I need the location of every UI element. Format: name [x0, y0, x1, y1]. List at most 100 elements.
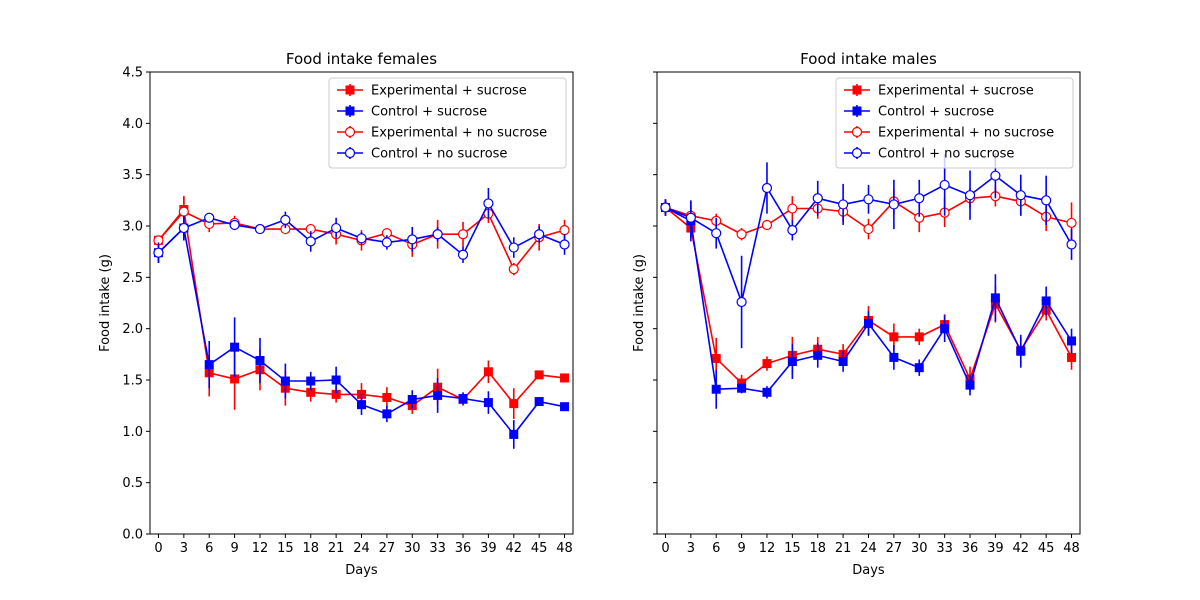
- data-point: [306, 387, 316, 397]
- x-tick-label: 39: [987, 541, 1004, 556]
- legend-marker: [851, 126, 863, 138]
- x-tick-label: 33: [936, 541, 953, 556]
- data-point: [229, 219, 240, 231]
- legend-label: Experimental + no sucrose: [878, 126, 1054, 141]
- series-2: [153, 215, 570, 449]
- y-axis-label: Food intake (g): [632, 254, 647, 352]
- y-tick-label: 3.0: [122, 220, 143, 235]
- y-tick-label: 4.0: [122, 117, 143, 132]
- data-point: [204, 212, 215, 223]
- x-tick-label: 45: [1038, 541, 1055, 556]
- plot-frame: [149, 71, 574, 535]
- data-point: [965, 380, 975, 390]
- data-point: [457, 249, 469, 260]
- data-point: [863, 223, 874, 235]
- x-tick-label: 9: [737, 541, 745, 556]
- series-4: [153, 188, 570, 263]
- y-tick-label: 2.0: [122, 322, 143, 337]
- data-point: [560, 373, 570, 383]
- x-tick-label: 6: [205, 541, 213, 556]
- legend-marker: [345, 85, 355, 95]
- y-tick-label: 4.5: [122, 66, 143, 81]
- legend-marker: [345, 106, 355, 116]
- data-point: [560, 402, 570, 412]
- data-point: [761, 219, 773, 231]
- data-point: [813, 350, 823, 360]
- data-point: [864, 319, 873, 329]
- legend-label: Control + sucrose: [371, 105, 487, 120]
- data-point: [711, 228, 722, 239]
- x-tick-label: 33: [429, 541, 446, 556]
- x-tick-label: 36: [962, 541, 979, 556]
- x-tick-label: 3: [687, 541, 695, 556]
- data-point: [1067, 352, 1077, 362]
- data-point: [509, 399, 519, 409]
- x-tick-label: 27: [379, 541, 396, 556]
- data-point: [559, 239, 570, 250]
- legend-marker: [344, 147, 356, 159]
- data-point: [711, 384, 721, 394]
- data-point: [483, 198, 494, 209]
- data-point: [178, 206, 189, 217]
- data-point: [230, 342, 240, 352]
- x-tick-label: 21: [835, 541, 852, 556]
- x-tick-label: 48: [1063, 541, 1080, 556]
- data-point: [939, 179, 950, 191]
- legend-box: [835, 77, 1074, 169]
- legend: Experimental + sucrose Control + sucrose E…: [328, 77, 567, 169]
- plot-frame: [656, 71, 1081, 535]
- data-point: [1016, 346, 1026, 356]
- data-point: [1066, 239, 1077, 250]
- x-tick-label: 39: [480, 541, 497, 556]
- x-tick-label: 30: [404, 541, 421, 556]
- data-point: [888, 199, 899, 210]
- data-point: [1066, 217, 1077, 229]
- data-point: [483, 398, 493, 408]
- data-point: [1041, 296, 1051, 306]
- chart-title: Food intake females: [286, 50, 437, 68]
- data-point: [204, 360, 214, 370]
- data-point: [534, 370, 544, 380]
- data-point: [559, 225, 570, 236]
- data-point: [736, 229, 747, 240]
- legend-label: Control + sucrose: [878, 105, 994, 120]
- legend-label: Experimental + sucrose: [371, 84, 527, 99]
- x-tick-label: 42: [1013, 541, 1030, 556]
- data-point: [432, 229, 443, 240]
- legend-label: Control + no sucrose: [878, 147, 1014, 162]
- x-tick-label: 24: [353, 541, 370, 556]
- series-1: [153, 196, 570, 420]
- legend-marker: [852, 85, 862, 95]
- data-point: [787, 225, 798, 236]
- legend-label: Experimental + sucrose: [878, 84, 1034, 99]
- data-point: [357, 400, 366, 410]
- data-point: [1015, 190, 1026, 201]
- x-tick-label: 6: [712, 541, 720, 556]
- y-tick-label: 3.5: [122, 168, 143, 183]
- x-tick-label: 36: [455, 541, 472, 556]
- x-tick-label: 42: [506, 541, 523, 556]
- data-point: [483, 367, 493, 377]
- data-point: [407, 234, 418, 245]
- x-axis-label: Days: [345, 563, 378, 578]
- x-tick-label: 3: [180, 541, 188, 556]
- y-tick-label: 1.5: [122, 374, 143, 389]
- data-point: [457, 229, 469, 240]
- data-point: [812, 193, 823, 204]
- legend-marker: [851, 147, 863, 159]
- x-tick-label: 45: [531, 541, 548, 556]
- x-tick-label: 24: [860, 541, 877, 556]
- data-point: [838, 357, 848, 367]
- legend-label: Experimental + no sucrose: [371, 126, 547, 141]
- data-point: [889, 352, 899, 362]
- data-point: [306, 376, 316, 386]
- data-point: [153, 247, 164, 258]
- data-point: [331, 375, 341, 385]
- x-tick-label: 18: [302, 541, 319, 556]
- x-tick-label: 0: [154, 541, 162, 556]
- data-point: [736, 296, 747, 308]
- x-tick-label: 15: [784, 541, 801, 556]
